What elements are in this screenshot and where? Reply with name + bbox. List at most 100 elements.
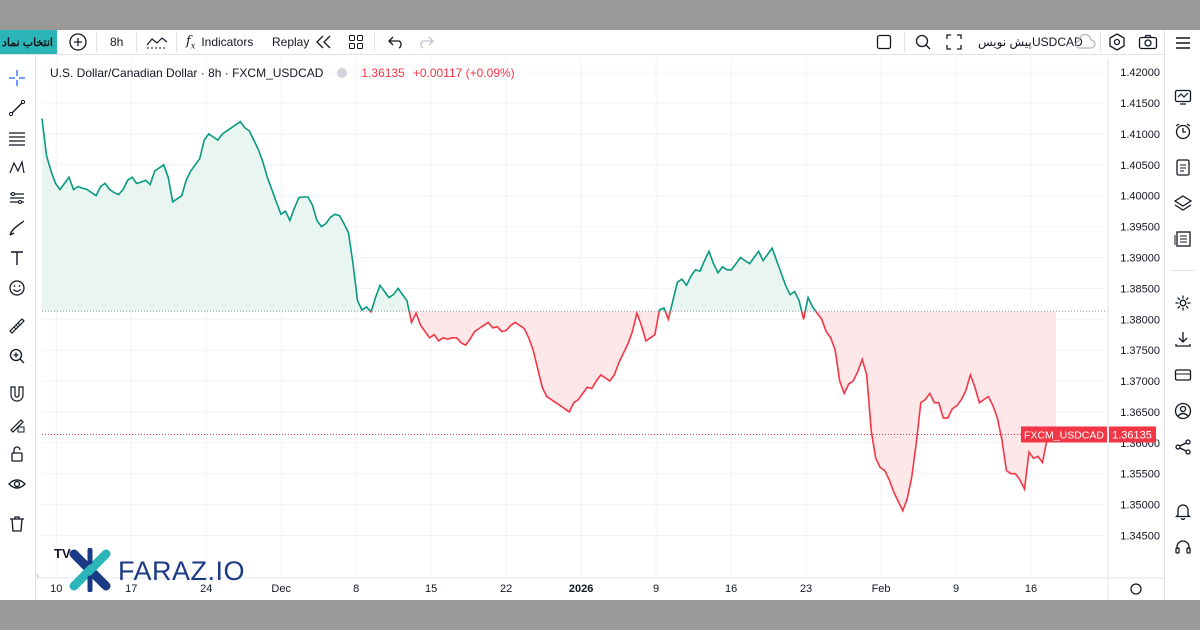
x-tick-label: 16 xyxy=(1025,583,1037,595)
lock-tool[interactable] xyxy=(6,443,28,465)
emoji-tool[interactable] xyxy=(6,277,28,299)
chart-settings-button[interactable] xyxy=(1108,30,1126,54)
market-status-dot[interactable] xyxy=(337,68,348,78)
symbol-search-button[interactable]: انتخاب نماد xyxy=(0,30,57,54)
notes-button[interactable] xyxy=(1172,156,1194,178)
expand-icon xyxy=(946,34,962,50)
zoom-tool[interactable] xyxy=(6,345,28,367)
undo-icon xyxy=(388,36,402,49)
trend-line-tool[interactable] xyxy=(6,97,28,119)
x-tick-label: 16 xyxy=(725,583,737,595)
fib-tool[interactable] xyxy=(6,127,28,149)
symbol-tag-bg xyxy=(1021,426,1107,443)
indicators-button[interactable]: fx Indicators xyxy=(186,30,253,54)
y-tick-label: 1.40000 xyxy=(1120,191,1160,203)
x-tick-label: 22 xyxy=(500,583,512,595)
x-tick-label: 23 xyxy=(800,583,812,595)
tradingview-logo[interactable]: TV xyxy=(54,546,71,561)
collapse-toolbar-arrow[interactable]: ‹ xyxy=(36,570,40,581)
lock-icon xyxy=(11,446,23,462)
undo-button[interactable] xyxy=(388,30,404,54)
ruler-icon xyxy=(9,318,25,334)
fullscreen-button[interactable] xyxy=(946,30,962,54)
x-tick-label: Feb xyxy=(872,583,891,595)
grid-layout-icon xyxy=(349,35,363,49)
redo-icon xyxy=(420,36,434,49)
symbol-name[interactable]: USDCAD xyxy=(1032,35,1083,49)
measure-tool[interactable] xyxy=(6,315,28,337)
watchlist-button[interactable] xyxy=(1172,86,1194,108)
snapshot-button[interactable] xyxy=(1138,30,1158,54)
legend-title: U.S. Dollar/Canadian Dollar · 8h · FXCM_… xyxy=(50,66,324,80)
x-tick-label: 9 xyxy=(653,583,659,595)
camera-icon xyxy=(1138,34,1158,50)
add-symbol-button[interactable] xyxy=(68,30,88,54)
y-tick-label: 1.35000 xyxy=(1120,500,1160,512)
pattern-tool[interactable] xyxy=(6,157,28,179)
user-icon xyxy=(1174,402,1192,420)
y-tick-label: 1.39000 xyxy=(1120,252,1160,264)
x-tick-label: 2026 xyxy=(569,583,593,595)
share-icon xyxy=(1175,439,1191,455)
pattern-icon xyxy=(9,159,25,174)
watchlist-icon xyxy=(1174,89,1192,105)
time-axis: 10 17 24 Dec 8 15 22 2026 9 16 23 Feb 9 16 xyxy=(35,577,1164,595)
profile-button[interactable] xyxy=(1172,400,1194,422)
price-line-above xyxy=(41,118,817,312)
rewind-icon xyxy=(316,35,331,49)
y-tick-label: 1.41000 xyxy=(1120,129,1160,141)
visibility-tool[interactable] xyxy=(6,473,28,495)
news-button[interactable] xyxy=(1172,228,1194,250)
publish-label[interactable]: پیش نویس xyxy=(978,35,1032,49)
chart-legend: U.S. Dollar/Canadian Dollar · 8h · FXCM_… xyxy=(50,66,515,80)
card-icon xyxy=(1174,369,1192,381)
x-tick-label: 10 xyxy=(50,583,62,595)
legend-change: +0.00117 (+0.09%) xyxy=(412,66,515,80)
eye-icon xyxy=(8,479,26,489)
share-button[interactable] xyxy=(1172,436,1194,458)
payment-button[interactable] xyxy=(1172,364,1194,386)
price-axis: 1.42000 1.41500 1.41000 1.40500 1.40000 1.395… xyxy=(1107,58,1160,600)
x-tick-label: 8 xyxy=(353,583,359,595)
forecast-tool[interactable] xyxy=(6,187,28,209)
interval-button[interactable]: 8h xyxy=(110,35,124,49)
news-icon xyxy=(1174,231,1191,247)
alerts-button[interactable] xyxy=(1172,120,1194,142)
y-tick-label: 1.38000 xyxy=(1120,314,1160,326)
redo-button[interactable] xyxy=(418,30,434,54)
right-sidebar xyxy=(1164,30,1200,600)
settings-button[interactable] xyxy=(1172,292,1194,314)
brush-tool[interactable] xyxy=(6,217,28,239)
fullscreen-toggle-button[interactable] xyxy=(876,30,892,54)
search-icon xyxy=(915,34,931,50)
chart-canvas[interactable]: 1.42000 1.41500 1.41000 1.40500 1.40000 1.395… xyxy=(0,30,1164,600)
magnet-tool[interactable] xyxy=(6,383,28,405)
faraz-brand-text: FARAZ.IO xyxy=(118,556,246,586)
symbol-tag-label: FXCM_USDCAD xyxy=(1024,429,1104,441)
y-tick-label: 1.34500 xyxy=(1120,530,1160,542)
text-tool[interactable] xyxy=(6,247,28,269)
menu-button[interactable] xyxy=(1172,32,1194,54)
y-tick-label: 1.42000 xyxy=(1120,67,1160,79)
remove-drawings-tool[interactable] xyxy=(6,513,28,535)
price-tag-label: 1.36135 xyxy=(1112,429,1152,441)
cloud-icon xyxy=(1075,34,1096,49)
lock-drawings-tool[interactable] xyxy=(6,413,28,435)
crosshair-icon xyxy=(9,70,25,86)
notifications-button[interactable] xyxy=(1172,500,1194,522)
x-tick-label: 15 xyxy=(425,583,437,595)
text-icon xyxy=(11,251,23,265)
chart-style-button[interactable] xyxy=(146,30,168,54)
download-button[interactable] xyxy=(1172,328,1194,350)
menu-icon xyxy=(1176,37,1190,49)
y-tick-label: 1.40500 xyxy=(1120,160,1160,172)
drawing-toolbar xyxy=(0,55,36,600)
quick-search-button[interactable] xyxy=(914,30,932,54)
layout-button[interactable] xyxy=(348,30,364,54)
support-button[interactable] xyxy=(1172,536,1194,558)
y-tick-label: 1.37000 xyxy=(1120,376,1160,388)
replay-button[interactable]: Replay xyxy=(272,30,333,54)
crosshair-tool[interactable] xyxy=(6,67,28,89)
layers-button[interactable] xyxy=(1172,192,1194,214)
cloud-save-button[interactable] xyxy=(1074,30,1096,54)
